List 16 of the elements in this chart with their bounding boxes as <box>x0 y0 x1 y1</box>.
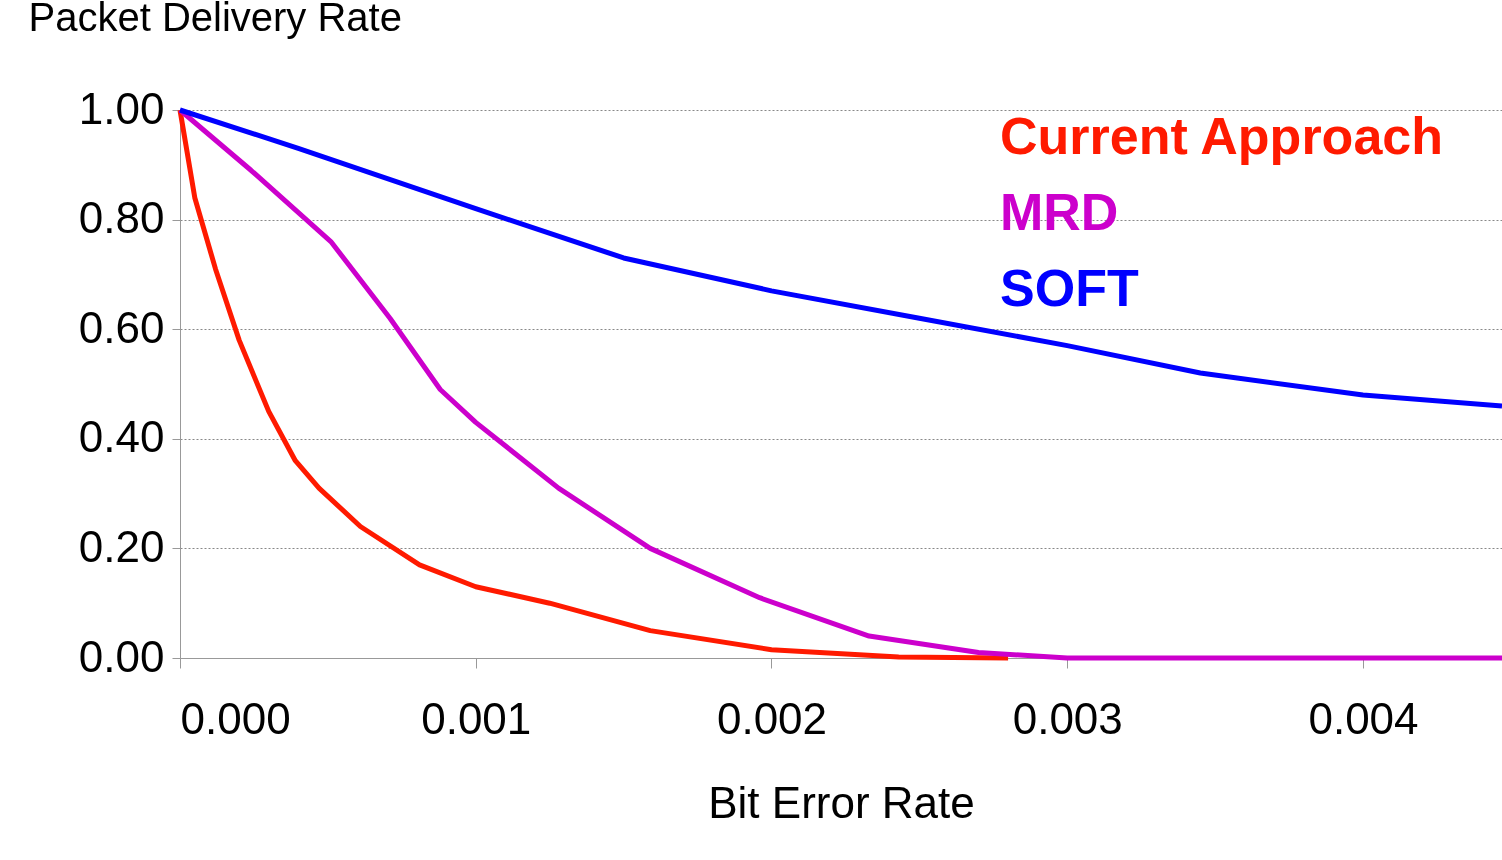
x-tick-label: 0.000 <box>180 693 291 743</box>
text: MRD <box>1000 183 1119 241</box>
text: Current Approach <box>1000 107 1443 165</box>
x-axis-title: Bit Error Rate <box>708 777 975 827</box>
y-tick-label: 0.20 <box>78 521 165 571</box>
y-tick-label: 0.00 <box>78 631 165 681</box>
y-axis-title: Packet Delivery Rate <box>28 0 402 39</box>
y-tick-label: 0.60 <box>78 302 165 352</box>
x-tick-label: 0.002 <box>716 693 828 743</box>
series-label: SOFT <box>1000 259 1139 317</box>
x-tick-label: 0.003 <box>1012 693 1123 743</box>
x-tick-label: 0.001 <box>421 693 532 743</box>
y-tick-label: 0.80 <box>78 193 165 243</box>
y-tick-label: 1.00 <box>78 83 165 133</box>
y-tick-label: 0.40 <box>78 412 165 462</box>
x-tick-label: 0.004 <box>1308 693 1419 743</box>
